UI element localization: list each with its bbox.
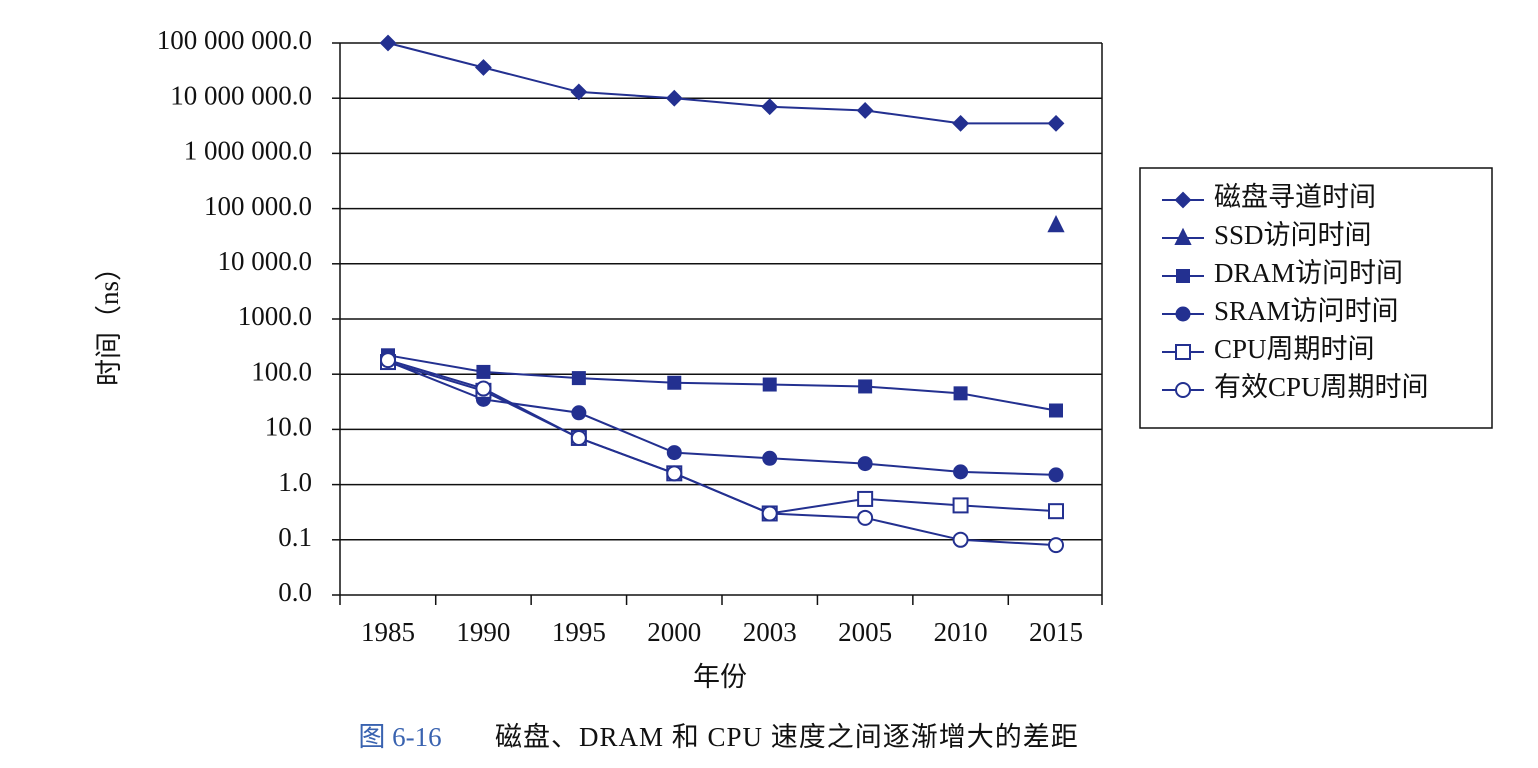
legend-marker [1176,269,1190,283]
y-tick-label: 1000.0 [238,301,312,331]
y-axis-label: 时间（ns） [94,254,124,386]
legend-marker [1174,191,1192,209]
marker [666,465,683,482]
marker [952,497,969,514]
y-tick-label: 0.0 [278,577,312,607]
x-tick-label: 2005 [838,617,892,647]
marker [571,371,586,386]
x-tick-label: 1985 [361,617,415,647]
series-line [387,359,1057,547]
marker [952,531,969,548]
marker [761,98,779,116]
marker [857,509,874,526]
legend-label: 有效CPU周期时间 [1214,372,1429,402]
y-tick-label: 100 000 000.0 [157,25,312,55]
marker [858,379,873,394]
series-line [387,354,1057,412]
x-tick-label: 1995 [552,617,606,647]
marker [667,375,682,390]
marker [952,114,969,132]
y-tick-label: 100 000.0 [204,191,312,221]
marker [1047,114,1065,132]
series-line [387,360,1057,476]
legend-marker [1175,382,1191,398]
marker [1047,214,1065,233]
marker [1048,467,1064,483]
marker [762,450,778,466]
series-line [387,42,1056,125]
marker [1049,403,1063,418]
marker [475,59,492,76]
legend-label: SRAM访问时间 [1214,296,1399,326]
marker [571,405,587,421]
x-tick-label: 1990 [456,617,510,647]
caption: 磁盘、DRAM 和 CPU 速度之间逐渐增大的差距 [495,722,1079,752]
marker [570,429,587,446]
marker [761,505,778,522]
marker [857,456,873,472]
caption-number: 图 6-16 [358,722,441,752]
y-tick-label: 1.0 [278,467,312,497]
marker [476,364,491,379]
y-tick-label: 10 000.0 [218,246,313,276]
marker [380,352,396,369]
x-tick-label: 2000 [647,617,701,647]
marker [379,34,397,52]
legend-label: DRAM访问时间 [1214,258,1403,288]
legend-label: SSD访问时间 [1214,220,1372,250]
marker [953,464,969,480]
marker [856,102,874,119]
y-tick-label: 0.1 [278,522,312,552]
marker [1048,537,1064,554]
marker [1048,503,1064,520]
x-tick-label: 2015 [1029,617,1083,647]
marker [762,377,777,392]
legend-label: 磁盘寻道时间 [1214,182,1376,212]
marker [857,490,874,507]
y-tick-label: 10.0 [265,412,312,442]
y-tick-label: 10 000 000.0 [170,80,312,110]
x-axis-label: 年份 [693,662,747,692]
x-tick-label: 2003 [743,617,797,647]
legend-marker [1175,344,1191,360]
legend-marker [1175,306,1191,322]
legend-marker [1174,227,1192,245]
marker [475,380,492,397]
marker [665,89,683,107]
legend-label: CPU周期时间 [1214,334,1375,364]
y-tick-label: 1 000 000.0 [184,136,312,166]
x-tick-label: 2010 [934,617,988,647]
marker [953,386,968,401]
marker [666,445,682,461]
y-tick-label: 100.0 [251,356,312,386]
marker [570,83,588,101]
legend-box [1139,167,1493,429]
